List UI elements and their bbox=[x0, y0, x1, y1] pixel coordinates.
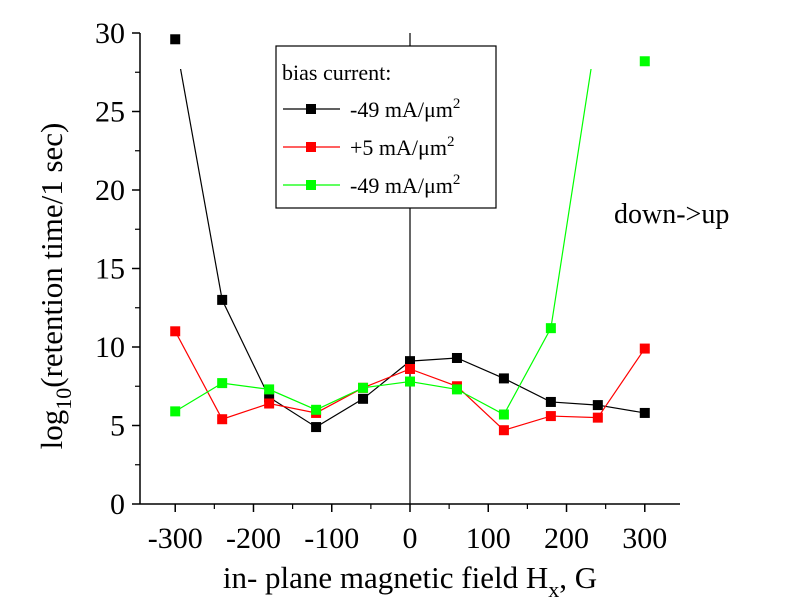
x-axis-title-sub: x bbox=[548, 577, 559, 602]
y-axis-title-sub: 10 bbox=[51, 388, 76, 410]
data-point bbox=[264, 384, 275, 395]
x-tick-label: 0 bbox=[403, 522, 418, 555]
legend-label: +5 mA/μm2 bbox=[350, 134, 454, 160]
data-point bbox=[592, 412, 603, 423]
x-axis-title-main: in- plane magnetic field H bbox=[223, 560, 548, 595]
data-point bbox=[170, 326, 181, 337]
y-axis-title-main: log bbox=[34, 410, 69, 450]
x-axis-title: in- plane magnetic field Hx, G bbox=[223, 560, 597, 602]
series-3 bbox=[170, 56, 650, 420]
data-point bbox=[358, 393, 369, 404]
y-axis-title: log10(retention time/1 sec) bbox=[34, 123, 76, 450]
x-tick-label: 300 bbox=[622, 522, 667, 555]
annotation-direction: down->up bbox=[614, 199, 729, 230]
x-tick-label: -100 bbox=[304, 522, 359, 555]
data-point bbox=[311, 404, 322, 415]
data-point bbox=[405, 376, 415, 387]
data-point bbox=[217, 294, 228, 305]
legend-marker bbox=[306, 104, 316, 114]
y-axis-title-tail: (retention time/1 sec) bbox=[34, 123, 69, 388]
y-tick-label: 5 bbox=[110, 410, 125, 443]
x-tick-label: 200 bbox=[544, 522, 589, 555]
y-tick-label: 0 bbox=[110, 488, 125, 521]
data-point bbox=[217, 414, 228, 425]
series-1 bbox=[170, 34, 650, 433]
legend-label: -49 mA/μm2 bbox=[350, 96, 460, 122]
x-tick-label: -200 bbox=[226, 522, 281, 555]
legend-marker bbox=[306, 180, 316, 190]
data-point bbox=[639, 407, 650, 418]
data-point bbox=[405, 356, 415, 367]
data-point bbox=[217, 378, 228, 389]
y-tick-label: 30 bbox=[95, 17, 125, 50]
data-point bbox=[170, 406, 181, 417]
data-point bbox=[405, 363, 415, 374]
x-tick-label: -300 bbox=[148, 522, 203, 555]
x-tick-label: 100 bbox=[466, 522, 511, 555]
y-tick-label: 25 bbox=[95, 96, 125, 129]
legend-entry: -49 mA/μm2 bbox=[283, 172, 460, 198]
data-point bbox=[264, 392, 275, 403]
legend-entry: -49 mA/μm2 bbox=[283, 96, 460, 122]
data-point bbox=[639, 343, 650, 354]
data-point bbox=[545, 411, 556, 422]
data-point bbox=[451, 352, 462, 363]
data-point bbox=[545, 323, 556, 334]
x-axis-title-tail: , G bbox=[559, 560, 597, 595]
data-point bbox=[639, 56, 650, 67]
y-tick-label: 10 bbox=[95, 331, 125, 364]
legend-marker bbox=[306, 142, 316, 152]
y-tick-label: 20 bbox=[95, 174, 125, 207]
legend-entry: +5 mA/μm2 bbox=[283, 134, 454, 160]
legend-entries: -49 mA/μm2 +5 mA/μm2 -49 mA/μm2 bbox=[283, 96, 460, 198]
y-axis-ticks: 0 5 10 15 20 25 30 bbox=[95, 17, 140, 521]
legend: bias current: -49 mA/μm2+5 mA/μm2-49 mA/… bbox=[275, 45, 497, 209]
data-point bbox=[498, 425, 509, 436]
data-point bbox=[311, 422, 322, 433]
data-point bbox=[451, 384, 462, 395]
data-point bbox=[498, 373, 509, 384]
data-point bbox=[545, 396, 556, 407]
legend-title: bias current: bbox=[282, 60, 391, 85]
data-point bbox=[358, 382, 369, 393]
legend-label: -49 mA/μm2 bbox=[350, 172, 460, 198]
data-point bbox=[498, 409, 509, 420]
y-tick-label: 15 bbox=[95, 253, 125, 286]
series-layer bbox=[170, 34, 650, 436]
data-point bbox=[592, 400, 603, 411]
x-axis-ticks: -300 -200 -100 0 100 200 300 bbox=[148, 504, 667, 555]
data-point bbox=[170, 34, 181, 45]
data-point bbox=[264, 398, 275, 409]
